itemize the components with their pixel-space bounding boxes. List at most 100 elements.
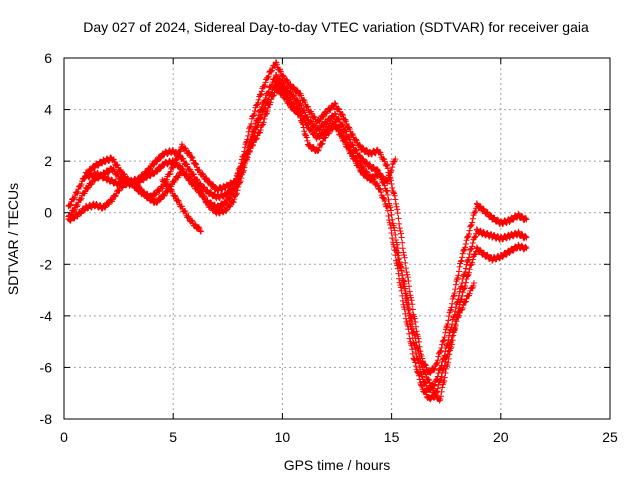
data-point bbox=[422, 371, 429, 378]
data-point bbox=[117, 182, 124, 189]
data-point bbox=[439, 366, 446, 373]
y-tick-label: 2 bbox=[44, 153, 52, 169]
data-point bbox=[433, 360, 440, 367]
data-point bbox=[389, 239, 396, 246]
data-point bbox=[294, 96, 301, 103]
data-point bbox=[437, 393, 444, 400]
data-point bbox=[283, 84, 290, 91]
data-point bbox=[390, 189, 397, 196]
data-point bbox=[394, 206, 401, 213]
data-point bbox=[370, 163, 377, 170]
data-point bbox=[467, 246, 474, 253]
data-point bbox=[454, 276, 461, 283]
data-point bbox=[453, 318, 460, 325]
data-point bbox=[452, 281, 459, 288]
data-point bbox=[251, 108, 258, 115]
data-point bbox=[374, 166, 381, 173]
data-point bbox=[289, 103, 296, 110]
data-point bbox=[184, 214, 191, 221]
data-point bbox=[339, 122, 346, 129]
data-point bbox=[159, 183, 166, 190]
chart-title: Day 027 of 2024, Sidereal Day-to-day VTE… bbox=[83, 19, 589, 35]
data-point bbox=[429, 385, 436, 392]
data-point bbox=[197, 186, 204, 193]
data-point bbox=[416, 350, 423, 357]
x-axis-label: GPS time / hours bbox=[284, 457, 391, 473]
data-point bbox=[465, 231, 472, 238]
data-point bbox=[397, 264, 404, 271]
data-point bbox=[117, 167, 124, 174]
data-point bbox=[402, 315, 409, 322]
data-point bbox=[463, 237, 470, 244]
data-point bbox=[471, 251, 478, 258]
data-point bbox=[467, 246, 474, 253]
data-point bbox=[171, 192, 178, 199]
data-point bbox=[78, 181, 85, 188]
data-point bbox=[170, 164, 177, 171]
data-point bbox=[359, 144, 366, 151]
data-point bbox=[458, 296, 465, 303]
data-point bbox=[394, 210, 401, 217]
data-point bbox=[523, 216, 530, 223]
data-point bbox=[402, 285, 409, 292]
data-point bbox=[406, 288, 413, 295]
data-point bbox=[179, 155, 186, 162]
data-point bbox=[230, 199, 237, 206]
data-point bbox=[294, 87, 301, 94]
data-point bbox=[356, 164, 363, 171]
data-point bbox=[458, 257, 465, 264]
data-point bbox=[435, 382, 442, 389]
data-point bbox=[342, 127, 349, 134]
data-point bbox=[384, 207, 391, 214]
data-point bbox=[469, 243, 476, 250]
data-point bbox=[261, 106, 268, 113]
data-point bbox=[393, 203, 400, 210]
data-point bbox=[455, 312, 462, 319]
data-point bbox=[404, 322, 411, 329]
data-point bbox=[88, 204, 95, 211]
data-point bbox=[412, 318, 419, 325]
data-point bbox=[331, 100, 338, 107]
data-point bbox=[300, 124, 307, 131]
data-point bbox=[245, 132, 252, 139]
data-point bbox=[193, 161, 200, 168]
data-point bbox=[301, 128, 308, 135]
data-point bbox=[393, 248, 400, 255]
data-point bbox=[283, 76, 290, 83]
data-point bbox=[384, 178, 391, 185]
data-point bbox=[469, 239, 476, 246]
data-point bbox=[204, 199, 211, 206]
data-point bbox=[70, 196, 77, 203]
data-point bbox=[160, 192, 167, 199]
data-point bbox=[421, 368, 428, 375]
data-point bbox=[67, 202, 74, 209]
data-point bbox=[74, 201, 81, 208]
data-point bbox=[523, 245, 530, 252]
data-point bbox=[353, 136, 360, 143]
data-point bbox=[270, 92, 277, 99]
data-point bbox=[406, 305, 413, 312]
data-point bbox=[236, 179, 243, 186]
data-point bbox=[246, 124, 253, 131]
data-point bbox=[265, 73, 272, 80]
data-point bbox=[84, 185, 91, 192]
data-point bbox=[318, 141, 325, 148]
data-point bbox=[392, 236, 399, 243]
data-point bbox=[519, 212, 526, 219]
x-tick-label: 0 bbox=[60, 429, 68, 445]
data-point bbox=[171, 192, 178, 199]
data-point bbox=[466, 227, 473, 234]
data-point bbox=[399, 297, 406, 304]
data-point bbox=[494, 216, 501, 223]
data-point bbox=[277, 68, 284, 75]
data-point bbox=[462, 298, 469, 305]
data-point bbox=[178, 203, 185, 210]
data-point bbox=[342, 116, 349, 123]
data-point bbox=[484, 209, 491, 216]
data-point bbox=[95, 162, 102, 169]
data-point bbox=[396, 262, 403, 269]
data-point bbox=[435, 353, 442, 360]
data-point bbox=[487, 212, 494, 219]
data-point bbox=[192, 160, 199, 167]
data-point bbox=[273, 79, 280, 86]
